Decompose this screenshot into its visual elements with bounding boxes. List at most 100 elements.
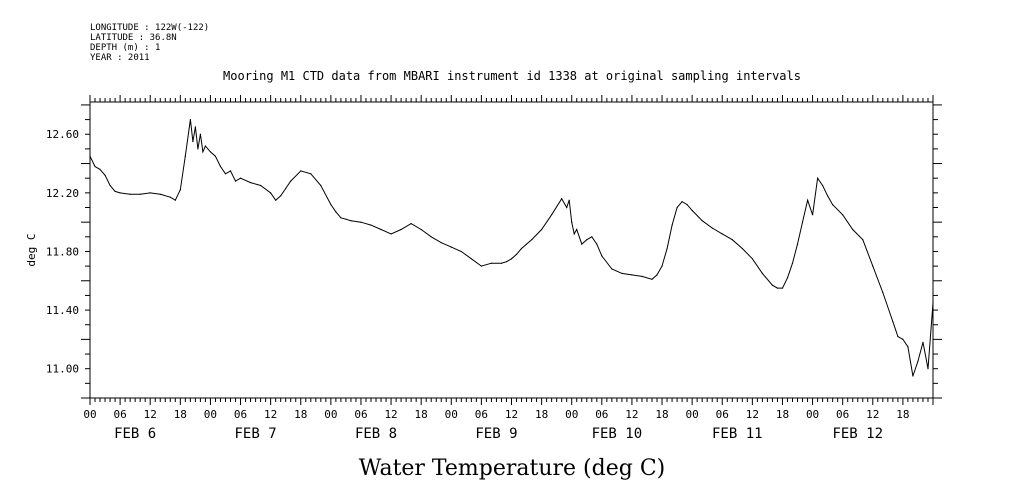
data-point — [149, 192, 151, 194]
data-point — [350, 220, 352, 222]
x-tick-label: 12 — [625, 408, 638, 421]
series-line — [89, 119, 934, 377]
data-point — [330, 204, 332, 206]
data-point — [515, 253, 518, 255]
data-point — [751, 258, 754, 260]
data-point — [480, 265, 482, 267]
data-point — [197, 148, 199, 150]
x-tick-label: 12 — [505, 408, 518, 421]
data-point — [601, 255, 603, 257]
data-point — [771, 284, 774, 286]
data-point — [872, 265, 874, 267]
data-point — [520, 247, 523, 250]
x-tick-label: 18 — [535, 408, 548, 421]
data-point — [194, 126, 196, 128]
x-tick-label: 00 — [445, 408, 458, 421]
data-point — [199, 133, 201, 135]
data-point — [596, 243, 598, 245]
data-point — [114, 190, 116, 192]
data-point — [882, 291, 884, 294]
data-point — [541, 228, 543, 231]
data-point — [581, 243, 583, 245]
y-tick-label: 11.80 — [46, 245, 79, 258]
data-point — [832, 204, 834, 206]
x-tick-label: 18 — [896, 408, 909, 421]
data-point — [250, 182, 252, 184]
data-point — [310, 173, 312, 175]
x-tick-label: 06 — [716, 408, 729, 421]
x-tick-label: 18 — [776, 408, 789, 421]
meta-year: YEAR : 2011 — [90, 53, 150, 63]
data-point — [229, 170, 232, 172]
y-tick-label: 12.60 — [46, 128, 79, 141]
data-point — [430, 236, 432, 238]
data-point — [450, 246, 452, 248]
data-point — [470, 258, 472, 260]
data-point — [807, 199, 809, 201]
data-point — [586, 239, 588, 241]
meta-latitude: LATITUDE : 36.8N — [90, 33, 177, 43]
x-tick-label: 00 — [565, 408, 578, 421]
data-point — [852, 228, 854, 231]
x-tick-label: 00 — [686, 408, 699, 421]
data-point — [801, 221, 804, 223]
data-point — [345, 218, 347, 220]
data-point — [776, 287, 779, 289]
data-point — [204, 145, 206, 147]
marks-group — [89, 119, 934, 377]
x-tick-label: 18 — [415, 408, 428, 421]
data-point — [922, 341, 924, 343]
day-label: FEB 9 — [475, 426, 517, 442]
data-point — [791, 262, 794, 264]
x-tick-label: 06 — [475, 408, 488, 421]
data-point — [460, 250, 462, 253]
data-point — [786, 277, 789, 279]
data-point — [927, 368, 929, 370]
data-point — [842, 214, 844, 216]
chart-title: Mooring M1 CTD data from MBARI instrumen… — [223, 69, 801, 83]
x-tick-label: 12 — [264, 408, 277, 421]
x-tick-label: 00 — [83, 408, 96, 421]
data-point — [109, 184, 111, 187]
data-point — [179, 189, 181, 191]
data-point — [661, 265, 663, 267]
data-point — [119, 192, 121, 194]
x-tick-label: 12 — [384, 408, 397, 421]
data-point — [796, 243, 799, 245]
data-point — [731, 239, 733, 241]
data-point — [275, 199, 277, 201]
data-point — [99, 168, 101, 170]
data-point — [671, 224, 673, 226]
data-point — [234, 180, 237, 182]
day-label: FEB 8 — [355, 426, 397, 442]
data-point — [686, 204, 688, 206]
data-point — [691, 209, 693, 211]
data-point — [561, 198, 563, 200]
data-point — [576, 228, 578, 231]
data-point — [290, 180, 292, 182]
x-tick-label: 12 — [746, 408, 759, 421]
y-tick-label: 11.00 — [46, 363, 79, 376]
day-label: FEB 10 — [592, 426, 643, 442]
axes-group: 00 06 12 18 FEB 6 00 06 12 18 FEB 7 00 06 12 18 FEB 8 0… — [46, 95, 942, 442]
data-point — [591, 236, 593, 238]
data-point — [300, 170, 302, 172]
data-point — [340, 217, 342, 219]
data-point — [912, 375, 914, 377]
data-point — [159, 193, 161, 195]
data-point — [827, 195, 829, 197]
data-point — [239, 177, 242, 179]
data-point — [380, 228, 382, 231]
data-point — [500, 262, 503, 264]
data-point — [656, 274, 658, 276]
x-tick-label: 18 — [174, 408, 187, 421]
data-point — [676, 206, 678, 209]
meta-longitude: LONGITUDE : 122W(-122) — [90, 23, 209, 33]
data-point — [410, 223, 412, 225]
data-point — [571, 221, 573, 223]
data-point — [932, 302, 934, 304]
data-point — [400, 228, 402, 231]
data-point — [260, 184, 262, 187]
data-point — [611, 268, 613, 270]
y-axis-label: deg C — [25, 233, 38, 266]
